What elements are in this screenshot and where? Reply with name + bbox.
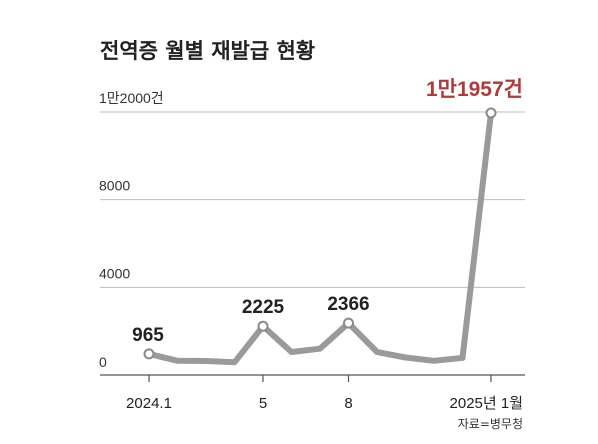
data-label: 965 (132, 325, 164, 346)
x-tick-label: 8 (344, 395, 352, 412)
source-note: 자료=병무청 (458, 417, 523, 431)
y-tick-label: 8000 (99, 178, 130, 194)
data-point-marker (143, 348, 155, 360)
data-label: 1만1957건 (426, 78, 523, 101)
data-labels: 965 2225 2366 1만1957건 (132, 78, 523, 346)
x-tick-label: 2024.1 (126, 395, 172, 412)
grid (100, 111, 525, 376)
chart-title: 전역증 월별 재발급 현황 (100, 39, 315, 63)
point-markers (143, 107, 497, 360)
data-label: 2366 (327, 294, 369, 315)
data-point-marker (485, 107, 497, 119)
data-label: 2225 (242, 297, 285, 318)
x-tick-label: 2025년 1월 (450, 395, 523, 412)
series-line-layer (146, 109, 494, 366)
data-point-marker (257, 320, 269, 332)
y-tick-label: 1만2000건 (99, 90, 164, 106)
data-point-marker (343, 317, 354, 329)
x-tick-label: 5 (259, 395, 267, 412)
axis-ticks: 0 4000 8000 1만2000건 2024.1 5 8 2025년 1월 (99, 90, 523, 412)
series-line (146, 109, 494, 366)
y-tick-label: 4000 (99, 265, 130, 281)
y-tick-label: 0 (99, 354, 107, 370)
